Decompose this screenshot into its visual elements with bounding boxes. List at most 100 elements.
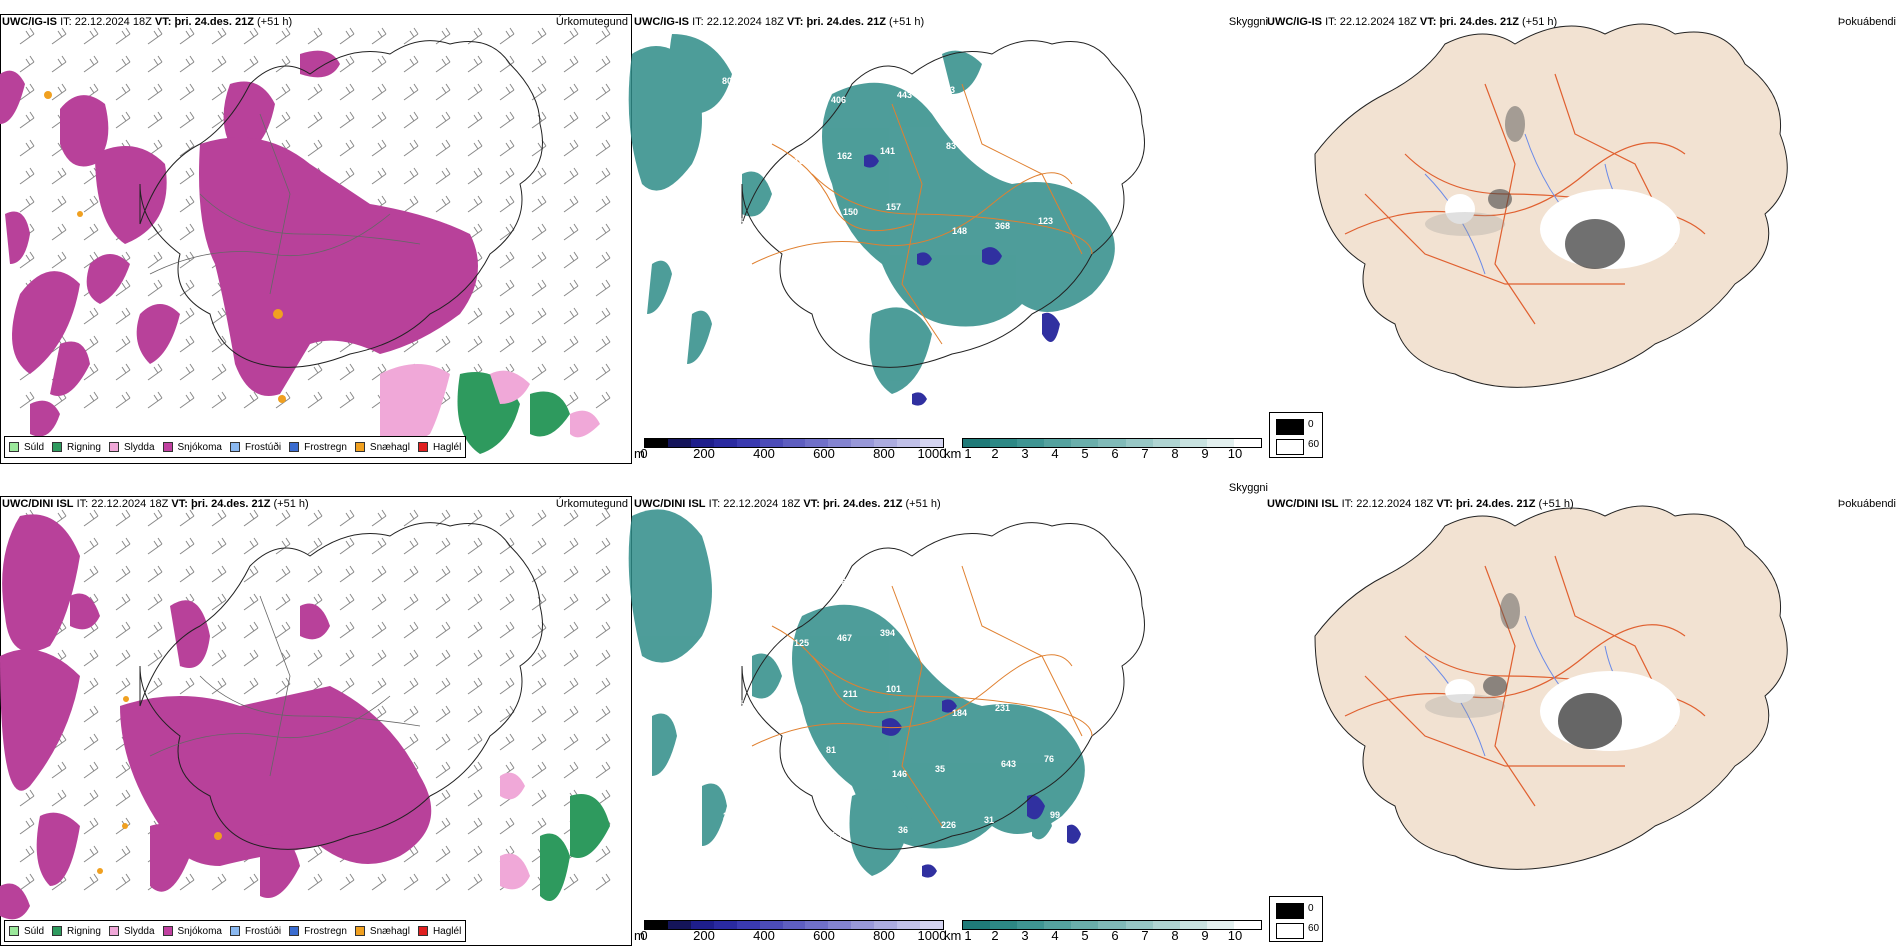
wind-barb bbox=[243, 649, 259, 667]
wind-barb bbox=[115, 761, 131, 779]
legend-item-snaehagl: Snæhagl bbox=[354, 442, 410, 453]
wind-barb bbox=[595, 195, 611, 213]
visibility-tick-2: 3 bbox=[1021, 928, 1029, 943]
wind-barb bbox=[499, 677, 515, 695]
legend-swatch-rigning bbox=[52, 442, 63, 452]
legend-swatch-snjokoma bbox=[162, 926, 173, 936]
precip-legend-2: Súld Rigning Slydda Snjókoma Frostúði Fr… bbox=[4, 920, 466, 942]
wind-barb bbox=[467, 705, 483, 723]
wind-barb bbox=[531, 537, 547, 555]
wind-barb bbox=[531, 677, 547, 695]
wind-barb bbox=[467, 27, 483, 45]
colorbar-segment bbox=[1017, 439, 1045, 447]
visibility-tick-3: 4 bbox=[1051, 928, 1059, 943]
wind-barb bbox=[563, 565, 579, 583]
fog-tick-1: 60 bbox=[1308, 923, 1320, 934]
wind-barb bbox=[339, 391, 355, 409]
wind-barb bbox=[435, 83, 451, 101]
wind-barb bbox=[179, 873, 195, 891]
visibility-tick-9: 10 bbox=[1227, 928, 1243, 943]
wind-barb bbox=[595, 363, 611, 381]
legend-swatch-rigning bbox=[52, 926, 63, 936]
wind-barb bbox=[211, 363, 227, 381]
wind-barb bbox=[499, 565, 515, 583]
wind-barb bbox=[211, 55, 227, 73]
cloud-base-label: 320 bbox=[897, 572, 912, 582]
cloud-base-ticks-2: 0 200 400 600 800 1000 bbox=[640, 928, 946, 944]
cloud-base-label: 934 bbox=[983, 80, 998, 90]
wind-barb bbox=[147, 279, 163, 297]
colorbar-segment bbox=[736, 921, 760, 929]
colorbar-segment bbox=[1206, 439, 1234, 447]
wind-barb bbox=[51, 167, 67, 185]
precip-map-graphic-2 bbox=[0, 509, 611, 920]
wind-barb bbox=[339, 139, 355, 157]
wind-barb bbox=[147, 509, 163, 527]
wind-barb bbox=[83, 789, 99, 807]
fog-panel-label-2: Þokuábendi bbox=[1837, 498, 1896, 510]
visibility-map-graphic: 802 882 406 443 553 934 277 299 165 162 141 83 208 11… bbox=[628, 34, 1145, 406]
wind-barb bbox=[595, 139, 611, 157]
wind-barb bbox=[371, 593, 387, 611]
wind-barb bbox=[435, 111, 451, 129]
cloud-base-label: 150 bbox=[734, 217, 749, 227]
fog-swatch-0 bbox=[1276, 419, 1304, 435]
wind-barb bbox=[51, 789, 67, 807]
cloud-base-label: 165 bbox=[794, 156, 809, 166]
legend-swatch-hagl bbox=[417, 442, 428, 452]
visibility-map-graphic-2: 650 909 916 320 588 686 674 380 125 467 394 238 536 2… bbox=[628, 509, 1145, 906]
colorbar-segment bbox=[897, 921, 921, 929]
wind-barb bbox=[179, 335, 195, 353]
visibility-tick-6: 7 bbox=[1141, 446, 1149, 461]
wind-barb bbox=[563, 335, 579, 353]
visibility-tick-5: 6 bbox=[1111, 446, 1119, 461]
wind-barb bbox=[115, 649, 131, 667]
cloud-base-label: 380 bbox=[728, 643, 743, 653]
legend-item-frostudi: Frostúði bbox=[229, 442, 281, 453]
legend-swatch-slydda bbox=[108, 442, 119, 452]
cloud-base-label: 184 bbox=[952, 708, 967, 718]
wind-barb bbox=[467, 139, 483, 157]
wind-barb bbox=[499, 279, 515, 297]
wind-barb bbox=[435, 167, 451, 185]
wind-barb bbox=[19, 817, 35, 835]
colorbar-segment bbox=[990, 921, 1018, 929]
wind-barb bbox=[83, 761, 99, 779]
wind-barb bbox=[499, 111, 515, 129]
wind-barb bbox=[83, 55, 99, 73]
wind-barb bbox=[83, 845, 99, 863]
cloud-base-label: 321 bbox=[783, 750, 798, 760]
wind-barb bbox=[19, 27, 35, 45]
colorbar-segment bbox=[963, 439, 991, 447]
legend-item-snjokoma: Snjókoma bbox=[162, 926, 222, 937]
wind-barb bbox=[467, 537, 483, 555]
colorbar-segment bbox=[874, 921, 898, 929]
wind-barb bbox=[211, 509, 227, 527]
colorbar-segment bbox=[851, 921, 875, 929]
wind-barb bbox=[19, 195, 35, 213]
wind-barb bbox=[179, 195, 195, 213]
wind-barb bbox=[243, 55, 259, 73]
wind-barb bbox=[467, 761, 483, 779]
colorbar-segment bbox=[667, 921, 691, 929]
wind-barb bbox=[435, 509, 451, 527]
cloud-base-label: 909 bbox=[788, 582, 803, 592]
wind-barb bbox=[371, 167, 387, 185]
visibility-tick-0: 1 bbox=[964, 446, 972, 461]
wind-barb bbox=[531, 509, 547, 527]
wind-barb bbox=[19, 789, 35, 807]
wind-barb bbox=[179, 27, 195, 45]
wind-barb bbox=[115, 279, 131, 297]
wind-barb bbox=[371, 537, 387, 555]
wind-barb bbox=[339, 509, 355, 527]
cloud-base-tick-2: 400 bbox=[753, 928, 775, 943]
wind-barb bbox=[275, 593, 291, 611]
wind-barb bbox=[115, 335, 131, 353]
wind-barb bbox=[403, 873, 419, 891]
wind-barb bbox=[403, 845, 419, 863]
cloud-base-tick-3: 600 bbox=[813, 446, 835, 461]
cloud-base-tick-1: 200 bbox=[693, 446, 715, 461]
wind-barb bbox=[435, 845, 451, 863]
cloud-base-label: 208 bbox=[989, 165, 1004, 175]
wind-barb bbox=[115, 27, 131, 45]
